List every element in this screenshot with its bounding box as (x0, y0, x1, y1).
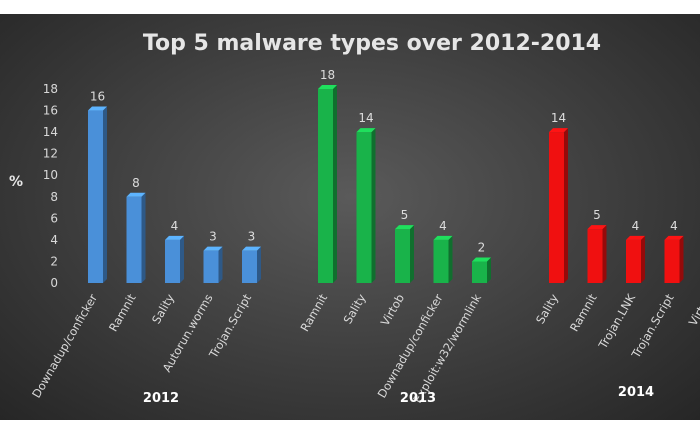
bar-side (641, 235, 645, 283)
bar-top (165, 235, 184, 240)
bar-side (218, 246, 223, 283)
bar-top (126, 192, 146, 197)
bar (433, 239, 449, 283)
y-tick-label: 10 (43, 168, 58, 182)
group-label: 2013 (400, 391, 436, 406)
y-tick-label: 18 (43, 82, 58, 96)
bar-top (203, 246, 223, 251)
category-label: Ramnit (297, 291, 330, 334)
bar-side (103, 106, 107, 283)
series-group-2012: 16Downadup/conficker8Ramnit4Sality3Autor… (29, 90, 261, 406)
bar-side (602, 225, 607, 283)
category-label: Exploit:w32/wormlink (410, 291, 484, 405)
bar (395, 229, 410, 283)
bar (587, 229, 603, 283)
chart-title: Top 5 malware types over 2012-2014 (143, 31, 601, 56)
bar-top (88, 106, 107, 111)
bar-top (433, 235, 453, 240)
y-tick-label: 6 (50, 211, 58, 225)
category-label: Sality (340, 291, 368, 326)
category-label: Downadup/conficker (29, 291, 100, 400)
bar-top (242, 246, 261, 251)
category-label: Ramnit (106, 291, 139, 334)
bar-side (564, 128, 568, 283)
category-label: Virtob (378, 292, 407, 329)
bar-side (257, 246, 261, 283)
y-tick-label: 8 (50, 190, 58, 204)
bar-top (318, 85, 337, 89)
bar (626, 239, 641, 283)
category-label: Virtob (686, 292, 700, 329)
category-label: Sality (149, 291, 177, 326)
y-axis: 0 2 4 6 8 10 12 14 16 18 (43, 82, 58, 290)
bar-side (180, 235, 184, 283)
bar-side (448, 235, 453, 283)
data-label: 4 (439, 219, 447, 233)
category-label: Sality (533, 291, 561, 326)
data-label: 8 (132, 176, 140, 190)
bar (242, 250, 257, 283)
group-label: 2012 (143, 391, 179, 406)
y-tick-label: 4 (50, 233, 58, 247)
bar-top (664, 235, 684, 240)
data-label: 2 (478, 240, 486, 254)
data-label: 3 (209, 230, 217, 244)
bars-layer: 16Downadup/conficker8Ramnit4Sality3Autor… (29, 68, 700, 406)
data-label: 4 (171, 219, 179, 233)
group-label: 2014 (618, 385, 654, 400)
series-group-2014: 14Sality5Ramnit4Trojan.LNK4Trojan.Script… (533, 111, 700, 400)
bar (664, 239, 680, 283)
bar (126, 196, 142, 283)
bar-side (141, 192, 146, 283)
bar (203, 250, 219, 283)
bar (472, 261, 487, 283)
bar (318, 89, 333, 283)
bar-side (371, 128, 376, 283)
bar-side (487, 257, 491, 283)
bar-top (356, 128, 376, 133)
data-label: 5 (401, 208, 409, 222)
bar (88, 110, 103, 283)
bar-top (472, 257, 491, 262)
series-group-2013: 18Ramnit14Sality5Virtob4Downadup/confick… (297, 68, 491, 406)
data-label: 14 (358, 111, 373, 125)
category-label: Ramnit (567, 291, 600, 334)
data-label: 18 (320, 68, 335, 82)
y-tick-label: 14 (43, 125, 58, 139)
y-tick-label: 16 (43, 104, 58, 118)
bar-top (395, 225, 414, 230)
bar-side (410, 225, 414, 283)
data-label: 5 (593, 208, 601, 222)
bar-top (587, 225, 607, 230)
y-tick-label: 12 (43, 147, 58, 161)
bar (356, 132, 372, 283)
data-label: 4 (632, 219, 640, 233)
y-axis-label: % (9, 174, 23, 190)
bar-top (626, 235, 645, 240)
bar-side (333, 85, 337, 283)
bar-side (679, 235, 684, 283)
bar (165, 239, 180, 283)
data-label: 3 (248, 230, 256, 244)
bar (549, 132, 564, 283)
data-label: 14 (551, 111, 566, 125)
data-label: 4 (670, 219, 678, 233)
category-label: Trojan.LNK (595, 291, 638, 352)
y-tick-label: 2 (50, 254, 58, 268)
y-tick-label: 0 (50, 276, 58, 290)
data-label: 16 (90, 90, 105, 104)
chart-frame: Top 5 malware types over 2012-2014 % 0 2 4… (0, 14, 700, 420)
bar-top (549, 128, 568, 133)
bar-chart: Top 5 malware types over 2012-2014 % 0 2 4… (9, 31, 700, 406)
